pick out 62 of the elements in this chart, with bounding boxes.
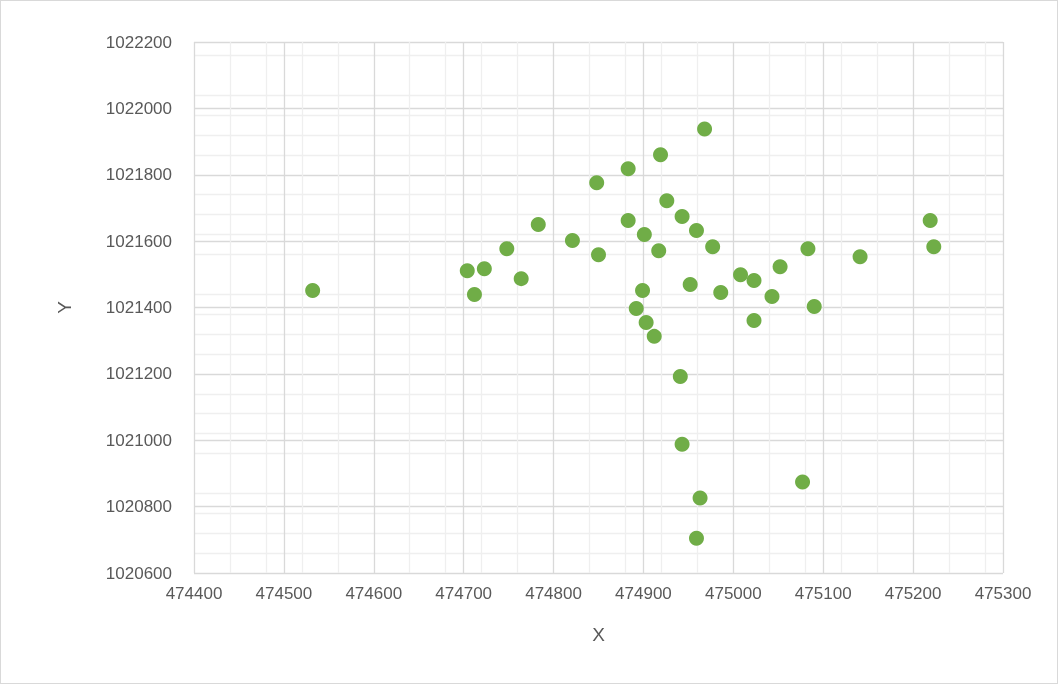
x-tick-label: 474600 <box>345 584 403 603</box>
point <box>513 271 529 287</box>
point <box>795 474 811 490</box>
x-tick-label: 474900 <box>615 584 672 603</box>
y-tick-label: 1022000 <box>105 98 172 118</box>
point <box>682 277 698 293</box>
point <box>635 283 651 299</box>
y-tick-label: 1022200 <box>105 32 172 52</box>
y-tick-label: 1021600 <box>105 231 172 251</box>
point <box>674 209 690 225</box>
point <box>653 147 669 163</box>
x-tick-label: 475000 <box>704 584 762 603</box>
point <box>674 436 690 452</box>
x-tick-label: 474500 <box>255 584 313 603</box>
y-tick-label: 1020800 <box>105 497 172 517</box>
y-tick-label: 1021800 <box>105 165 172 185</box>
x-tick-label: 474400 <box>165 584 223 603</box>
x-tick-label: 475100 <box>794 584 852 603</box>
point <box>746 312 762 328</box>
point <box>620 213 636 229</box>
y-tick-label: 1021400 <box>105 298 172 317</box>
point <box>697 121 713 137</box>
y-tick-label: 1020600 <box>105 563 172 583</box>
point <box>922 213 938 229</box>
point <box>806 299 822 314</box>
x-tick-label: 475200 <box>884 584 942 603</box>
point <box>589 175 605 191</box>
point <box>620 161 636 177</box>
x-tick-label: 475300 <box>974 584 1032 603</box>
point <box>646 328 662 344</box>
point <box>305 283 321 299</box>
y-tick-label: 1021000 <box>105 430 172 450</box>
point <box>705 239 721 255</box>
y-tick-label: 1021200 <box>105 364 172 384</box>
point <box>926 239 942 255</box>
point <box>638 314 654 330</box>
point <box>764 289 780 305</box>
point <box>852 249 868 265</box>
point <box>564 232 580 248</box>
x-axis-title: X <box>592 624 606 645</box>
point <box>636 226 652 242</box>
point <box>466 287 482 303</box>
point <box>746 273 762 289</box>
point <box>591 247 606 263</box>
point <box>651 243 667 259</box>
point <box>800 241 816 257</box>
point <box>499 241 515 257</box>
point <box>459 263 475 279</box>
point <box>530 217 546 233</box>
point <box>733 267 749 283</box>
point <box>772 259 788 275</box>
point <box>476 261 492 277</box>
point <box>713 285 729 301</box>
point <box>628 301 644 316</box>
y-axis-title: Y <box>54 300 75 314</box>
point <box>692 490 708 506</box>
point <box>688 530 704 546</box>
x-tick-label: 474700 <box>435 584 493 603</box>
point <box>672 369 688 385</box>
x-tick-label: 474800 <box>525 584 582 603</box>
point <box>688 223 704 238</box>
point <box>659 193 675 209</box>
